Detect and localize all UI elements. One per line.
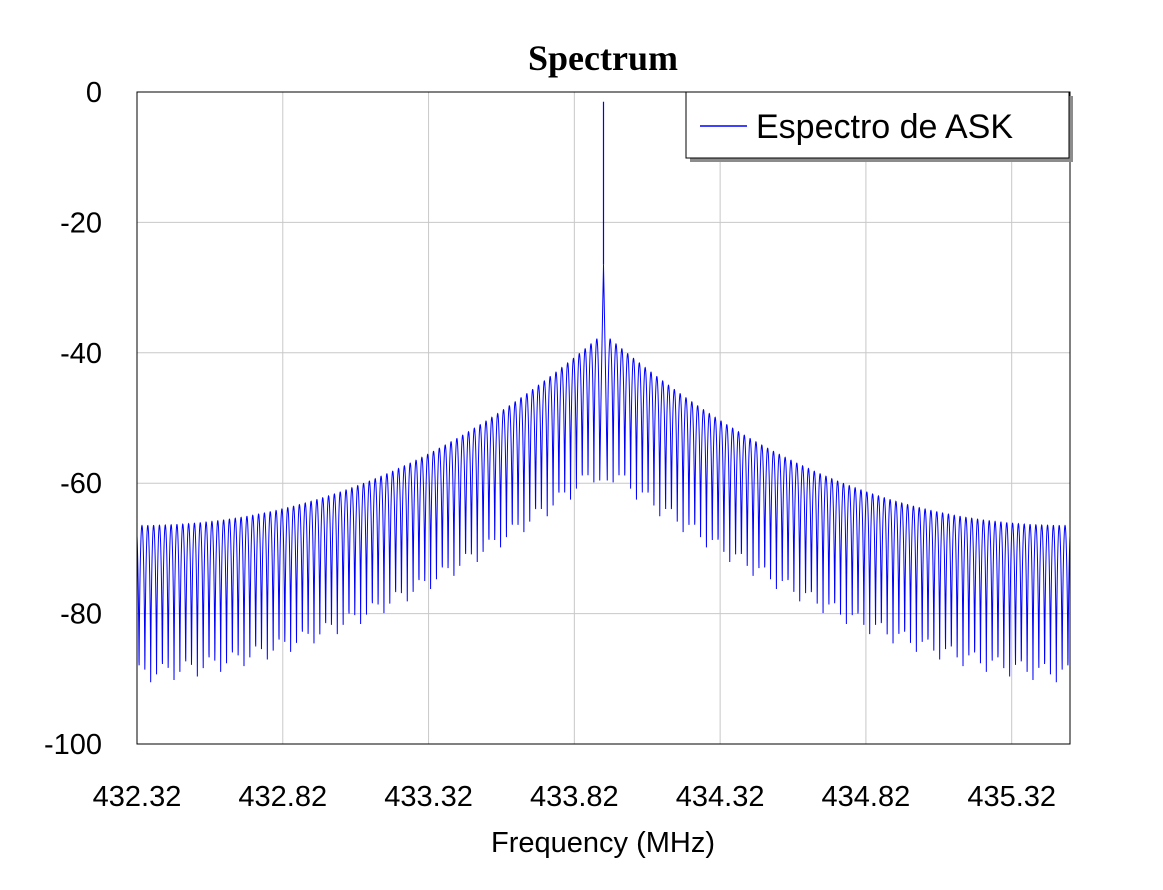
legend-label: Espectro de ASK [756,108,1013,146]
y-axis-ticks: 0 -20 -40 -60 -80 -100 [44,77,102,761]
x-axis-ticks: 432.32 432.82 433.32 433.82 434.32 434.82 435.… [93,781,1056,813]
y-tick-label: 0 [86,77,102,109]
y-tick-label: -80 [60,599,102,631]
series-layer [136,101,1071,683]
x-tick-label: 432.32 [93,781,182,813]
y-tick-label: -60 [60,468,102,500]
plot-frame [136,91,1071,745]
y-tick-label: -40 [60,338,102,370]
x-tick-label: 433.82 [530,781,619,813]
y-tick-label: -100 [44,729,102,761]
legend: Espectro de ASK [685,91,1073,162]
chart-title: Spectrum [528,38,678,78]
legend-box [685,91,1070,159]
x-axis-label: Frequency (MHz) [491,827,715,859]
x-tick-label: 432.82 [238,781,327,813]
x-tick-label: 435.32 [967,781,1056,813]
x-tick-label: 434.82 [822,781,911,813]
spectrum-series [136,264,1071,683]
y-tick-label: -20 [60,207,102,239]
x-tick-label: 433.32 [384,781,473,813]
x-tick-label: 434.32 [676,781,765,813]
